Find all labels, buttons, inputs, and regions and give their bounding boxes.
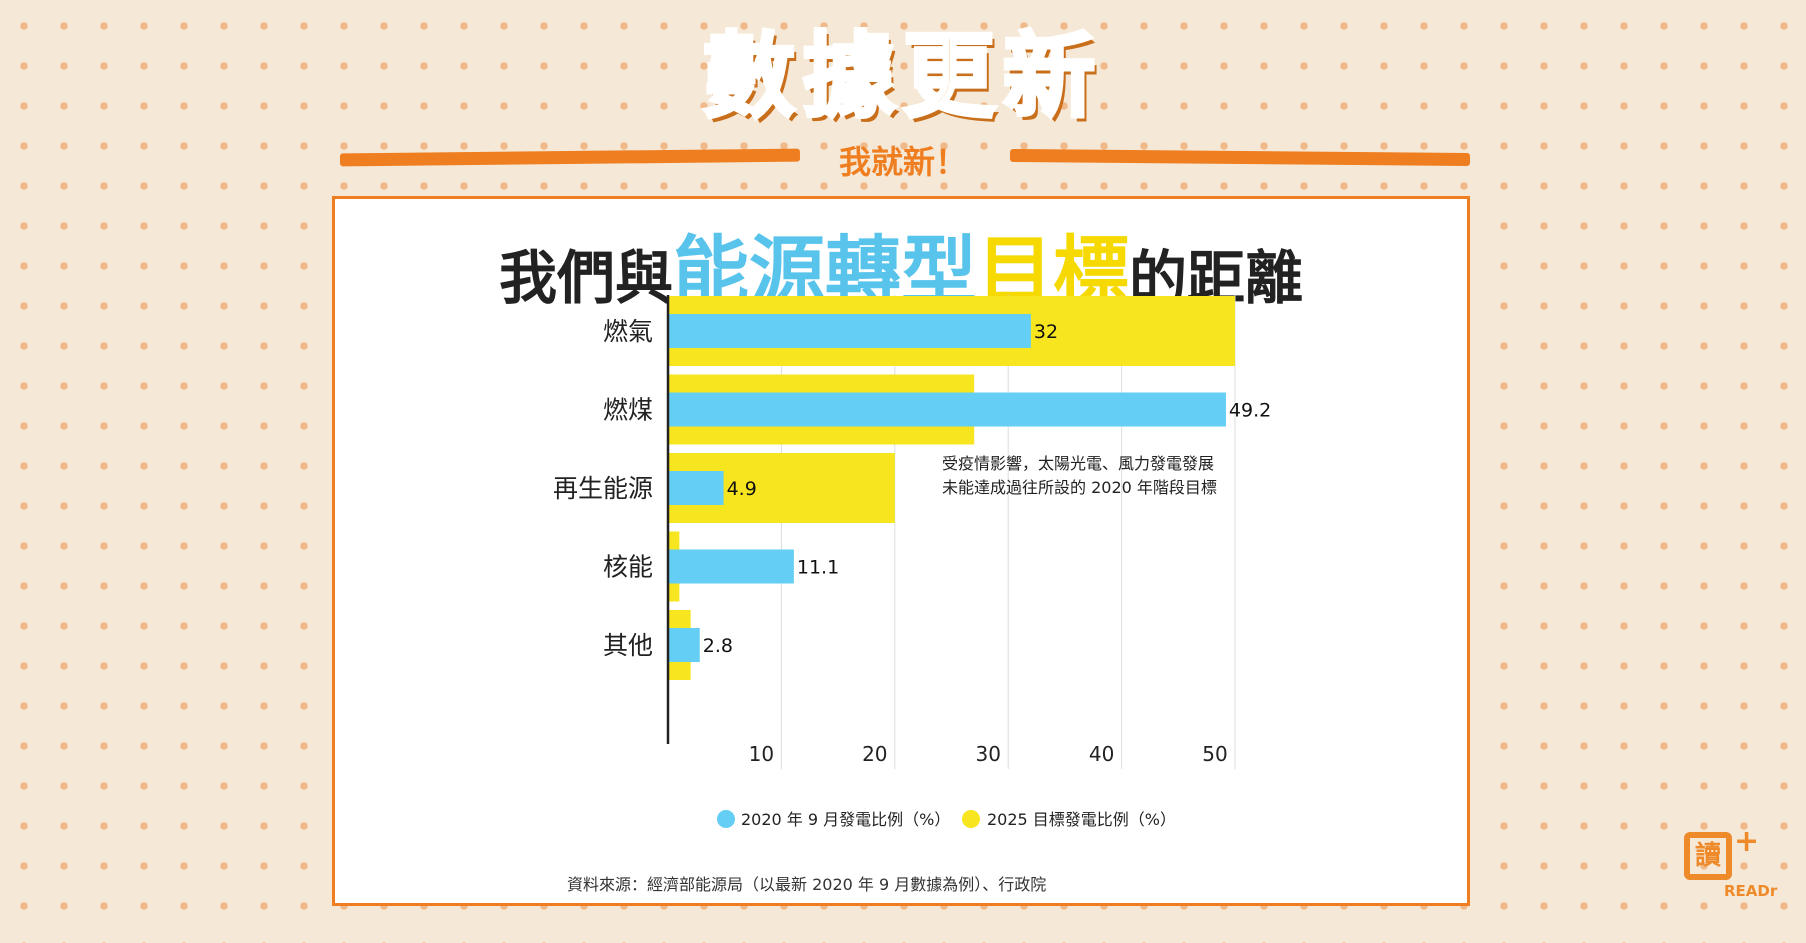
legend-label-2020: 2020 年 9 月發電比例（%） <box>741 810 950 829</box>
bar-2020-actual <box>668 549 794 584</box>
chart-title-part-1: 我們與 <box>498 244 673 312</box>
bar-2020-actual <box>668 392 1226 427</box>
bar-chart: 32 燃氣 49.2 燃煤 4.9 再生能源 11.1 核能 2.8 其他 10 20 30 40 50 受疫… <box>553 295 1271 829</box>
category-label: 燃煤 <box>603 396 653 425</box>
bar-value-label: 49.2 <box>1229 400 1271 422</box>
x-tick-label: 30 <box>975 742 1000 766</box>
legend-label-2025: 2025 目標發電比例（%） <box>987 810 1176 829</box>
chart-annotation-line: 受疫情影響，太陽光電、風力發電發展 <box>942 454 1214 473</box>
x-tick-label: 50 <box>1202 742 1227 766</box>
legend-marker-2025 <box>962 810 980 828</box>
chart-annotation-line: 未能達成過往所設的 2020 年階段目標 <box>942 478 1217 497</box>
bar-2020-actual <box>668 314 1031 348</box>
x-tick-label: 10 <box>749 742 774 766</box>
x-tick-label: 40 <box>1089 742 1114 766</box>
bar-value-label: 32 <box>1034 321 1058 343</box>
chart-card: 我們與能源轉型目標的距離 32 燃氣 49.2 燃煤 4.9 再生能源 11.1 核能 2.8 其… <box>332 196 1470 906</box>
bar-2020-actual <box>668 628 700 662</box>
category-label: 再生能源 <box>553 474 653 503</box>
legend-marker-2020 <box>717 810 735 828</box>
category-label: 核能 <box>603 553 653 582</box>
banner-title: 數據更新 <box>701 21 1103 132</box>
source-note: 資料來源：經濟部能源局（以最新 2020 年 9 月數據為例）、行政院 <box>567 875 1047 894</box>
banner-subtitle: 我就新！ <box>838 143 967 181</box>
category-label: 其他 <box>603 631 653 660</box>
readr-logo-plus: + <box>1734 824 1760 859</box>
readr-logo: 讀 + READr <box>1684 824 1778 918</box>
x-tick-label: 20 <box>862 742 887 766</box>
readr-logo-text: READr <box>1724 882 1778 900</box>
bar-value-label: 11.1 <box>797 557 839 579</box>
bar-2020-actual <box>668 471 724 505</box>
category-label: 燃氣 <box>603 317 653 346</box>
bar-value-label: 4.9 <box>727 478 757 500</box>
bar-value-label: 2.8 <box>703 635 733 657</box>
readr-logo-mark: 讀 <box>1684 832 1732 880</box>
